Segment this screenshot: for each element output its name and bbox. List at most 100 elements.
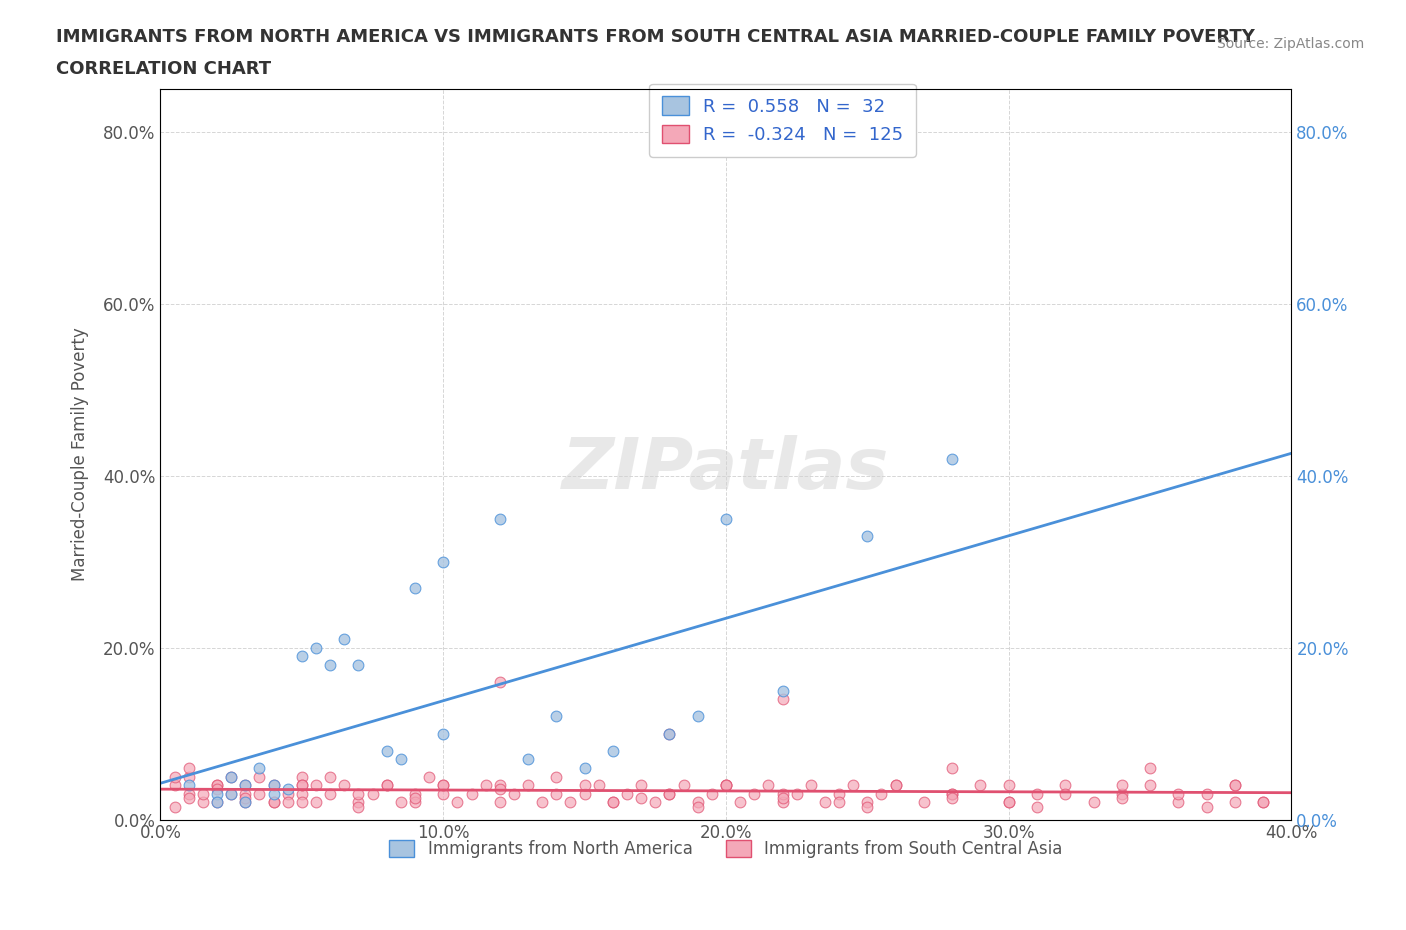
Point [856, 799, 879, 814]
Point [432, 777, 454, 792]
Point [1251, 795, 1274, 810]
Point [233, 790, 256, 805]
Point [263, 777, 285, 792]
Point [347, 658, 370, 672]
Point [884, 777, 907, 792]
Point [277, 795, 299, 810]
Point [404, 790, 426, 805]
Point [1111, 777, 1133, 792]
Point [177, 790, 200, 805]
Point [969, 777, 991, 792]
Point [319, 769, 342, 784]
Point [404, 787, 426, 802]
Point [233, 787, 256, 802]
Point [333, 777, 356, 792]
Point [1054, 787, 1077, 802]
Point [714, 512, 737, 526]
Point [291, 777, 314, 792]
Point [205, 777, 228, 792]
Point [644, 795, 666, 810]
Point [205, 795, 228, 810]
Point [305, 777, 328, 792]
Point [305, 641, 328, 656]
Point [347, 787, 370, 802]
Point [488, 674, 510, 689]
Point [531, 795, 554, 810]
Point [856, 795, 879, 810]
Point [828, 787, 851, 802]
Point [686, 795, 709, 810]
Point [375, 777, 398, 792]
Point [347, 795, 370, 810]
Point [574, 761, 596, 776]
Point [219, 769, 242, 784]
Point [546, 787, 568, 802]
Point [347, 799, 370, 814]
Point [714, 777, 737, 792]
Point [941, 451, 963, 466]
Point [1139, 777, 1161, 792]
Point [233, 795, 256, 810]
Point [856, 528, 879, 543]
Point [263, 777, 285, 792]
Point [1195, 787, 1218, 802]
Point [912, 795, 935, 810]
Point [163, 799, 186, 814]
Point [277, 782, 299, 797]
Point [233, 795, 256, 810]
Point [219, 787, 242, 802]
Point [546, 709, 568, 724]
Point [997, 795, 1019, 810]
Point [728, 795, 751, 810]
Point [560, 795, 582, 810]
Point [404, 795, 426, 810]
Point [1026, 799, 1049, 814]
Point [488, 512, 510, 526]
Point [786, 787, 808, 802]
Point [291, 769, 314, 784]
Text: ZIPatlas: ZIPatlas [562, 434, 890, 503]
Point [1223, 777, 1246, 792]
Point [742, 787, 765, 802]
Point [1195, 799, 1218, 814]
Point [375, 743, 398, 758]
Point [772, 684, 794, 698]
Point [658, 787, 681, 802]
Point [941, 787, 963, 802]
Point [602, 743, 624, 758]
Point [291, 777, 314, 792]
Point [828, 795, 851, 810]
Point [1054, 777, 1077, 792]
Point [941, 790, 963, 805]
Point [800, 777, 823, 792]
Point [588, 777, 610, 792]
Point [941, 761, 963, 776]
Point [446, 795, 468, 810]
Point [602, 795, 624, 810]
Point [249, 769, 271, 784]
Point [488, 795, 510, 810]
Point [263, 795, 285, 810]
Point [177, 787, 200, 802]
Point [630, 790, 652, 805]
Point [219, 787, 242, 802]
Point [772, 790, 794, 805]
Point [870, 787, 893, 802]
Point [233, 777, 256, 792]
Point [658, 726, 681, 741]
Point [432, 726, 454, 741]
Point [205, 777, 228, 792]
Point [249, 761, 271, 776]
Point [1223, 777, 1246, 792]
Point [1167, 787, 1189, 802]
Point [163, 777, 186, 792]
Point [205, 795, 228, 810]
Point [291, 649, 314, 664]
Point [277, 787, 299, 802]
Point [177, 777, 200, 792]
Point [319, 787, 342, 802]
Point [1251, 795, 1274, 810]
Point [517, 777, 540, 792]
Point [474, 777, 496, 792]
Point [714, 777, 737, 792]
